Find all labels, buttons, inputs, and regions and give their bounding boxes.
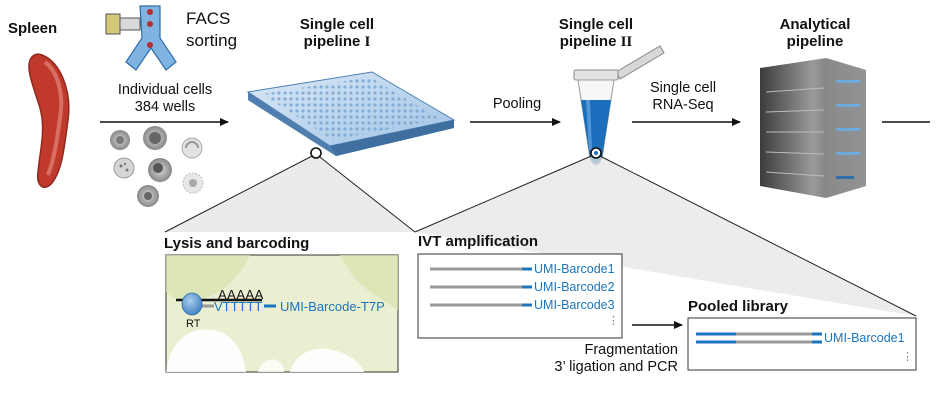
fragmentation-line1: Fragmentation [584, 342, 679, 358]
pipeline1-numeral: I [364, 34, 371, 50]
tube-icon [573, 45, 665, 166]
pipeline1-line1: Single cell [299, 16, 375, 33]
pipeline2-numeral: II [620, 34, 633, 50]
pooled-panel [687, 317, 917, 371]
rnaseq-label: Single cell RNA-Seq [638, 80, 728, 114]
ivt-title: IVT amplification [418, 233, 539, 250]
cells-label: Individual cells 384 wells [100, 82, 230, 116]
cells-label-line2: 384 wells [134, 99, 196, 115]
umi-barcode-t7p-label: UMI-Barcode-T7P [280, 299, 385, 314]
ivt-zoom-funnel [414, 147, 917, 317]
rt-label: RT [186, 318, 201, 330]
analytical-line2: pipeline [786, 33, 844, 50]
analytical-line1: Analytical [779, 16, 851, 33]
pipeline2-prefix: pipeline [559, 33, 621, 50]
analytical-heading: Analytical pipeline [760, 16, 870, 50]
spleen-label: Spleen [8, 20, 58, 37]
facs-label-line2: sorting [186, 31, 238, 50]
server-icon [760, 58, 866, 198]
rnaseq-line2: RNA-Seq [652, 97, 714, 113]
ivt-panel [417, 253, 623, 339]
polyt-label: VTTTTT [214, 299, 263, 314]
fragmentation-label: Fragmentation 3’ ligation and PCR [520, 342, 678, 376]
pipeline1-heading: Single cell pipeline I [282, 16, 392, 51]
cells-label-line1: Individual cells [117, 82, 213, 98]
pipeline2-heading: Single cell pipeline II [536, 16, 656, 51]
lysis-title: Lysis and barcoding [164, 235, 310, 252]
facs-label-line1: FACS [186, 9, 231, 28]
ivt-barcode-2: UMI-Barcode2 [534, 280, 615, 294]
polya-label: AAAAA [218, 287, 264, 302]
facs-sorter-icon [105, 5, 177, 71]
pipeline2-line1: Single cell [558, 16, 634, 33]
well-plate-icon [246, 71, 456, 156]
pipeline1-line2: pipeline I [282, 33, 392, 51]
lysis-panel [165, 254, 399, 373]
ivt-ellipsis: ⋮ [608, 315, 619, 327]
pooling-label: Pooling [492, 96, 542, 112]
pooled-barcode: UMI-Barcode1 [824, 331, 905, 345]
ivt-barcode-1: UMI-Barcode1 [534, 262, 615, 276]
pipeline2-line2: pipeline II [536, 33, 656, 51]
pipeline1-prefix: pipeline [303, 33, 365, 50]
facs-label: FACS sorting [186, 8, 237, 52]
pooled-title: Pooled library [688, 298, 789, 315]
spleen-icon [28, 53, 70, 188]
pooled-ellipsis: ⋮ [902, 351, 913, 363]
ivt-barcode-3: UMI-Barcode3 [534, 298, 615, 312]
rnaseq-line1: Single cell [649, 80, 717, 96]
fragmentation-line2: 3’ ligation and PCR [554, 359, 678, 375]
cells-icon [110, 126, 204, 207]
lysis-zoom-funnel [164, 147, 416, 233]
